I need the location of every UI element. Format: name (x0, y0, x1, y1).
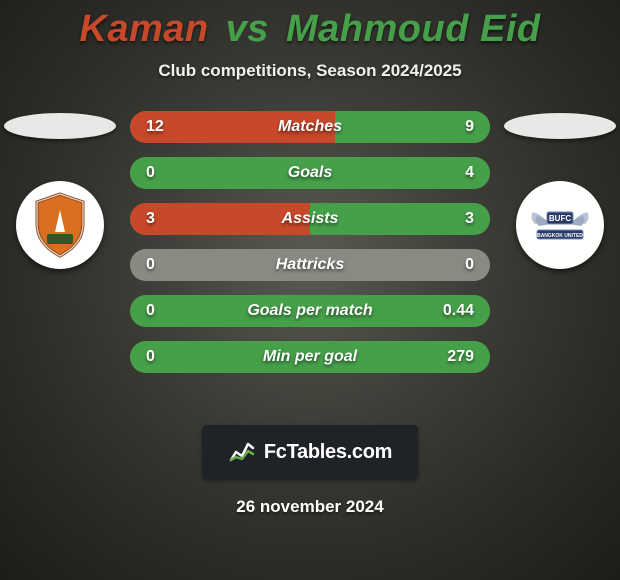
player1-avatar-placeholder (4, 113, 116, 139)
player2-avatar-placeholder (504, 113, 616, 139)
svg-text:BANGKOK UNITED: BANGKOK UNITED (537, 233, 583, 239)
player1-club-badge (16, 181, 104, 269)
stat-row: 0Hattricks0 (130, 249, 490, 281)
player-left-side (0, 111, 120, 269)
stat-label: Assists (130, 210, 490, 228)
stat-row: 0Min per goal279 (130, 341, 490, 373)
stat-value-right: 9 (465, 118, 474, 136)
subtitle: Club competitions, Season 2024/2025 (0, 61, 620, 81)
stat-label: Hattricks (130, 256, 490, 274)
stat-label: Goals per match (130, 302, 490, 320)
date-line: 26 november 2024 (0, 497, 620, 517)
player-right-side: BUFC BANGKOK UNITED (500, 111, 620, 269)
shield-icon (25, 190, 95, 260)
stat-value-right: 0 (465, 256, 474, 274)
vs-separator: vs (226, 8, 269, 50)
branding-text: FcTables.com (264, 441, 392, 464)
stat-row: 3Assists3 (130, 203, 490, 235)
stat-label: Min per goal (130, 348, 490, 366)
stat-row: 0Goals4 (130, 157, 490, 189)
player2-club-badge: BUFC BANGKOK UNITED (516, 181, 604, 269)
stats-container: 12Matches90Goals43Assists30Hattricks00Go… (130, 111, 490, 373)
comparison-arena: BUFC BANGKOK UNITED 12Matches90Goals43As… (0, 111, 620, 411)
stat-label: Matches (130, 118, 490, 136)
chart-icon (228, 438, 256, 466)
stat-label: Goals (130, 164, 490, 182)
stat-value-right: 3 (465, 210, 474, 228)
stat-row: 0Goals per match0.44 (130, 295, 490, 327)
wings-badge-icon: BUFC BANGKOK UNITED (525, 190, 595, 260)
player2-name: Mahmoud Eid (286, 8, 541, 50)
comparison-title: Kaman vs Mahmoud Eid (0, 0, 620, 51)
stat-row: 12Matches9 (130, 111, 490, 143)
stat-value-right: 279 (447, 348, 474, 366)
stat-value-right: 0.44 (443, 302, 474, 320)
branding-box[interactable]: FcTables.com (202, 425, 418, 479)
stat-value-right: 4 (465, 164, 474, 182)
player1-name: Kaman (79, 8, 208, 50)
svg-text:BUFC: BUFC (549, 214, 571, 223)
